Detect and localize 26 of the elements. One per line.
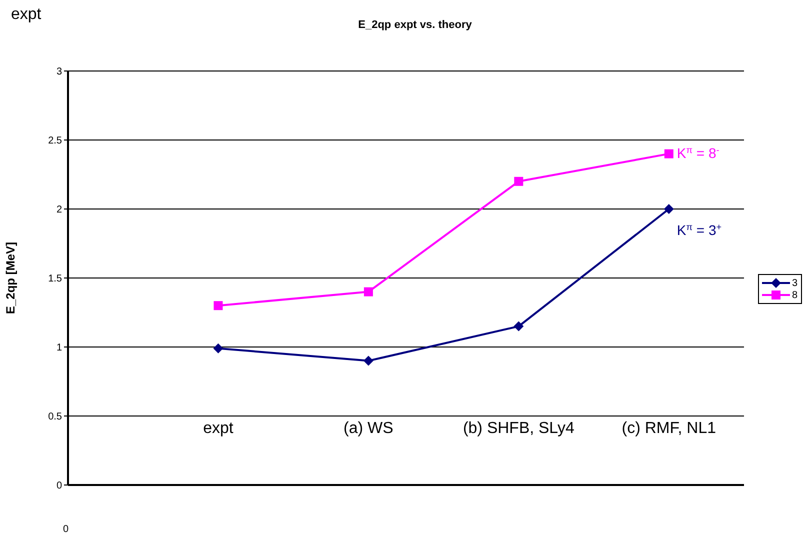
x-tick-label: (b) SHFB, SLy4: [462, 420, 574, 437]
y-tick-label: 2: [56, 204, 62, 216]
x-tick-label: (c) RMF, NL1: [622, 420, 716, 437]
y-tick-label: 0: [56, 480, 62, 492]
y-axis-title: E_2qp [MeV]: [3, 242, 18, 314]
annotation: K$^{π}$ = 8$^{-}$: [676, 144, 720, 161]
legend-label: 8: [792, 290, 798, 300]
point: [514, 176, 524, 186]
y-tick-label: 2.5: [48, 136, 62, 147]
y-tick-label: 1.5: [48, 274, 62, 285]
point: [364, 287, 373, 296]
x-tick-label: expt: [203, 420, 234, 437]
point: [664, 149, 674, 158]
point: [214, 301, 223, 310]
y-tick-label: 0.5: [48, 412, 62, 423]
legend-label: 3: [792, 278, 798, 288]
chart-title: E_2qp expt vs. theory: [358, 19, 472, 31]
y-tick-label: 3: [56, 66, 62, 78]
annotation: K$^{π}$ = 3$^{+}$: [676, 222, 722, 238]
point: [664, 204, 674, 214]
y-tick-label: 1: [56, 342, 62, 354]
point: [363, 356, 374, 366]
text: expt: [11, 6, 42, 24]
point: [213, 343, 224, 354]
point: [514, 321, 524, 332]
x-tick-label: (a) WS: [344, 420, 394, 437]
